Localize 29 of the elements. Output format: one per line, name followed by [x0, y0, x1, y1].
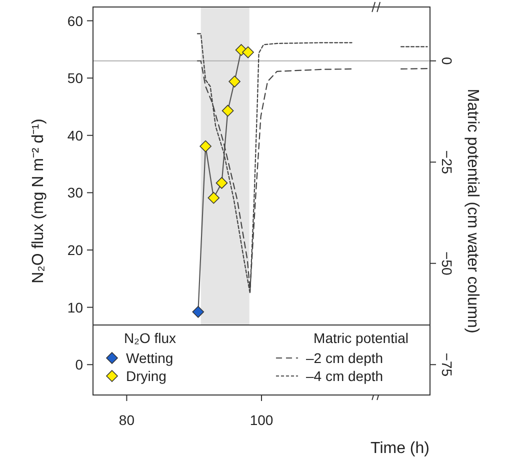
y2-axis-title: Matric potential (cm water column)	[464, 88, 481, 334]
x-tick-label: 80	[118, 412, 135, 428]
y-tick-label: 40	[67, 127, 84, 144]
legend-label: –4 cm depth	[306, 368, 384, 384]
legend-label: Wetting	[126, 350, 174, 366]
point	[192, 306, 204, 318]
y2-tick-label: −50	[439, 251, 455, 276]
y-axis-title: N₂O flux (mg N m⁻² d⁻¹)	[30, 118, 47, 284]
legend-title: N₂O flux	[124, 330, 176, 346]
legend-label: –2 cm depth	[306, 350, 384, 366]
point	[228, 76, 240, 88]
annotation: Matric potential	[314, 330, 408, 346]
y2-tick-label: 0	[439, 56, 455, 65]
point	[216, 177, 228, 189]
point	[242, 46, 254, 58]
y-tick-label: 30	[67, 184, 84, 201]
point	[208, 192, 220, 204]
y2-tick-label: −25	[439, 150, 455, 174]
y-tick-label: 0	[75, 356, 84, 373]
x-axis-title: Time (h)	[370, 440, 430, 457]
y-tick-label: 10	[67, 299, 84, 316]
y-tick-label: 50	[67, 70, 84, 86]
y-tick-label: 60	[67, 12, 84, 29]
legend-label: Drying	[126, 368, 166, 384]
point	[222, 104, 234, 117]
y2-tick-label: −75	[439, 352, 455, 377]
y-tick-label: 20	[67, 242, 84, 258]
x-tick-label: 100	[250, 412, 274, 428]
point	[200, 140, 212, 152]
